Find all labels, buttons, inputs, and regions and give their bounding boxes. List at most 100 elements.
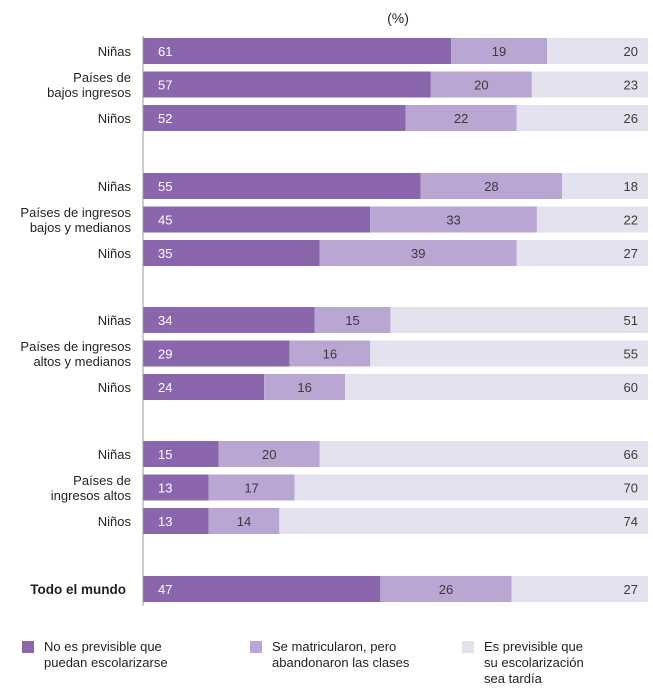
value-label-g0-r2-s2: 26 [624, 111, 638, 126]
value-label-g3-r1-s0: 13 [158, 481, 172, 496]
value-label-g4-r0-s2: 27 [624, 582, 638, 597]
bar-segment-g3-r2-s1 [208, 508, 280, 534]
bar-segment-g3-r0-s1 [218, 441, 320, 467]
value-label-g0-r0-s1: 19 [492, 44, 506, 59]
legend: No es previsible que puedan escolarizars… [0, 639, 653, 694]
value-label-g1-r1-s1: 33 [446, 213, 460, 228]
bar-segment-g1-r1-s2 [536, 206, 648, 233]
legend-label-dropped-out: Se matricularon, pero abandonaron las cl… [272, 639, 410, 670]
bar-segment-g3-r1-s1 [208, 474, 295, 501]
value-label-g1-r2-s1: 39 [411, 246, 425, 261]
value-label-g0-r2-s0: 52 [158, 111, 172, 126]
value-label-g1-r2-s2: 27 [624, 246, 638, 261]
legend-swatch-dropped-out [250, 641, 262, 653]
legend-item-not-expected: No es previsible que puedan escolarizars… [22, 639, 168, 671]
value-label-g2-r2-s0: 24 [158, 380, 172, 395]
row-label-g1-r2: Niños [98, 246, 132, 261]
value-label-g2-r2-s2: 60 [624, 380, 638, 395]
bar-segment-g2-r2-s1 [264, 374, 345, 400]
bar-segment-g2-r1-s2 [370, 340, 648, 367]
value-label-g1-r1-s2: 22 [624, 213, 638, 228]
value-label-g2-r1-s0: 29 [158, 347, 172, 362]
bar-segment-g4-r0-s1 [380, 576, 512, 602]
value-label-g1-r0-s0: 55 [158, 179, 172, 194]
bar-segment-g1-r1-s0 [143, 206, 371, 233]
bars-layer: 61 19 20 57 20 23 52 22 26 55 28 18 45 33 22 35 39 27 34 15… [143, 38, 648, 602]
category-labels: Niñas Niños Países de bajos ingresos Niñas Ni… [20, 44, 131, 597]
value-label-g3-r0-s1: 20 [262, 447, 276, 462]
value-label-g2-r0-s2: 51 [624, 313, 638, 328]
row-label-g2-r0: Niñas [98, 313, 132, 328]
value-label-g0-r1-s1: 20 [474, 78, 488, 93]
legend-swatch-not-expected [22, 641, 34, 653]
legend-item-dropped-out: Se matricularon, pero abandonaron las cl… [250, 639, 409, 671]
bar-segment-g2-r1-s0 [143, 340, 290, 367]
bar-segment-g3-r1-s2 [294, 474, 648, 501]
row-label-g2-r2: Niños [98, 380, 132, 395]
unit-label: (%) [387, 10, 409, 26]
value-label-g4-r0-s0: 47 [158, 582, 172, 597]
value-label-g1-r0-s2: 18 [624, 179, 638, 194]
bar-segment-g0-r0-s0 [143, 38, 452, 64]
value-label-g0-r0-s2: 20 [624, 44, 638, 59]
value-label-g2-r2-s1: 16 [297, 380, 311, 395]
legend-label-late-entry: Es previsible que su escolarización sea … [484, 639, 584, 686]
bar-segment-g4-r0-s0 [143, 576, 381, 602]
bar-segment-g3-r2-s2 [279, 508, 648, 534]
value-label-g0-r1-s0: 57 [158, 78, 172, 93]
bar-segment-g2-r0-s1 [314, 307, 391, 333]
bar-segment-g3-r1-s0 [143, 474, 209, 501]
legend-item-late-entry: Es previsible que su escolarización sea … [462, 639, 584, 687]
value-label-g2-r1-s2: 55 [624, 347, 638, 362]
group-label-1: Países de ingresos bajos y medianos [20, 205, 131, 235]
bar-segment-g0-r1-s1 [430, 71, 532, 98]
row-label-g3-r2: Niños [98, 514, 132, 529]
bar-segment-g2-r2-s0 [143, 374, 265, 400]
row-label-g0-r0: Niñas [98, 44, 132, 59]
bar-segment-g0-r0-s1 [451, 38, 547, 64]
bar-segment-g3-r0-s0 [143, 441, 219, 467]
value-label-g3-r2-s2: 74 [624, 514, 638, 529]
value-label-g4-r0-s1: 26 [439, 582, 453, 597]
bar-segment-g0-r2-s2 [516, 105, 648, 131]
bar-segment-g2-r2-s2 [345, 374, 648, 400]
bar-segment-g1-r0-s0 [143, 173, 421, 199]
row-label-g1-r0: Niñas [98, 179, 132, 194]
legend-label-not-expected: No es previsible que puedan escolarizars… [44, 639, 168, 670]
value-label-g1-r2-s0: 35 [158, 246, 172, 261]
row-label-g3-r0: Niñas [98, 447, 132, 462]
value-label-g3-r2-s0: 13 [158, 514, 172, 529]
bar-segment-g3-r0-s2 [319, 441, 648, 467]
bar-segment-g2-r1-s1 [289, 340, 371, 367]
legend-swatch-late-entry [462, 641, 474, 653]
bar-segment-g0-r2-s0 [143, 105, 406, 131]
bar-segment-g1-r1-s1 [370, 206, 537, 233]
bar-segment-g1-r0-s2 [562, 173, 648, 199]
bar-segment-g0-r1-s2 [531, 71, 648, 98]
value-label-g1-r0-s1: 28 [484, 179, 498, 194]
group-label-2: Países de ingresos altos y medianos [20, 339, 131, 369]
value-label-g3-r1-s1: 17 [244, 481, 258, 496]
value-label-g1-r1-s0: 45 [158, 213, 172, 228]
value-label-g3-r2-s1: 14 [237, 514, 251, 529]
bar-segment-g0-r0-s2 [547, 38, 648, 64]
value-label-g0-r1-s2: 23 [624, 78, 638, 93]
group-label-4: Todo el mundo [30, 582, 126, 597]
value-label-g2-r0-s0: 34 [158, 313, 172, 328]
bar-segment-g0-r1-s0 [143, 71, 431, 98]
value-label-g3-r0-s0: 15 [158, 447, 172, 462]
bar-segment-g3-r2-s0 [143, 508, 209, 534]
group-label-0: Países de bajos ingresos [47, 70, 131, 100]
bar-segment-g4-r0-s2 [511, 576, 648, 602]
chart: (%) 61 19 20 57 20 23 52 22 26 55 28 18 45 33 22 35 39 27… [20, 10, 648, 606]
value-label-g3-r0-s2: 66 [624, 447, 638, 462]
value-label-g2-r0-s1: 15 [345, 313, 359, 328]
bar-segment-g2-r0-s2 [390, 307, 648, 333]
value-label-g3-r1-s2: 70 [624, 481, 638, 496]
bar-segment-g1-r0-s1 [420, 173, 563, 199]
bar-segment-g2-r0-s0 [143, 307, 315, 333]
bar-segment-g0-r2-s1 [405, 105, 517, 131]
bar-segment-g1-r2-s0 [143, 240, 320, 266]
group-label-3: Países de ingresos altos [51, 473, 132, 503]
bar-segment-g1-r2-s1 [319, 240, 517, 266]
